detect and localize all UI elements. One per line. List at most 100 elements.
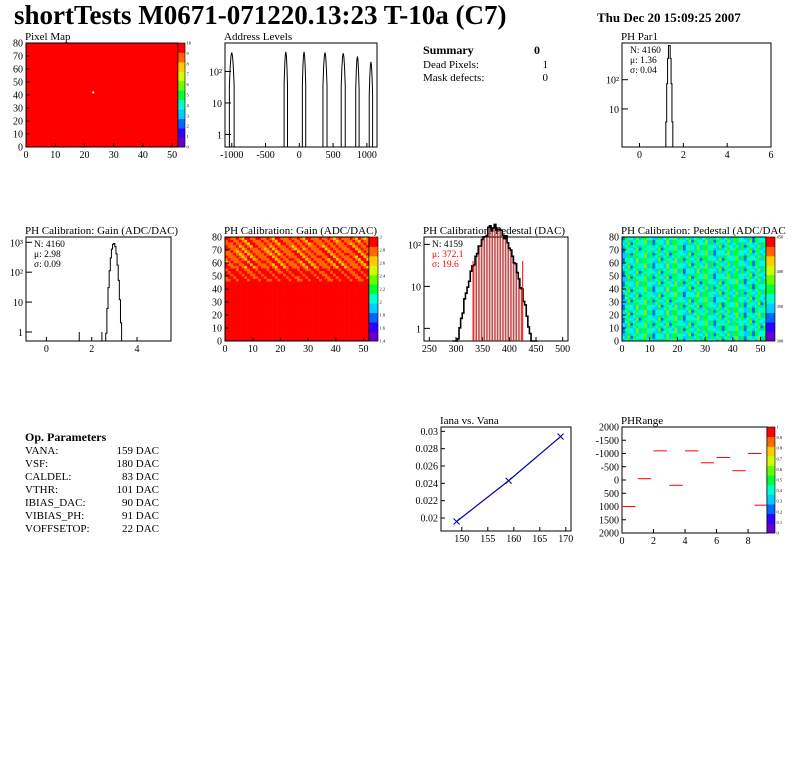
heatmap-cell [707, 333, 711, 337]
heatmap-cell [310, 255, 314, 259]
heatmap-cell [297, 302, 301, 305]
heatmap-cell [622, 330, 626, 334]
heatmap-cell [724, 304, 728, 308]
heatmap-cell [627, 237, 631, 240]
heatmap-cell [622, 239, 626, 243]
heatmap-cell [277, 263, 281, 266]
heatmap-cell [297, 294, 301, 298]
heatmap-cell [288, 299, 292, 303]
heatmap-cell [666, 263, 670, 266]
heatmap-cell [635, 312, 639, 316]
heatmap-cell [666, 330, 670, 334]
heatmap-cell [294, 315, 298, 318]
heatmap-cell [285, 333, 289, 337]
heatmap-cell [288, 294, 292, 298]
heatmap-cell [641, 294, 645, 298]
heatmap-cell [261, 325, 265, 329]
heatmap-cell [288, 333, 292, 337]
heatmap-cell [261, 338, 265, 342]
heatmap-cell [752, 281, 756, 285]
heatmap-cell [324, 304, 328, 308]
y-tick-label: 1500 [599, 515, 619, 526]
heatmap-cell [225, 270, 229, 274]
colorbar-cell [178, 71, 185, 82]
heatmap-cell [249, 309, 253, 313]
heatmap-cell [633, 315, 637, 318]
heatmap-cell [699, 307, 703, 311]
heatmap-cell [230, 257, 234, 261]
heatmap-cell [355, 302, 359, 305]
heatmap-cell [763, 315, 767, 318]
y-tick-label: 10² [606, 76, 619, 87]
heatmap-cell [324, 289, 328, 292]
heatmap-cell [663, 312, 667, 316]
heatmap-cell [316, 325, 320, 329]
heatmap-cell [333, 320, 337, 324]
heatmap-cell [630, 273, 634, 277]
heatmap-cell [288, 283, 292, 287]
heatmap-cell [627, 328, 631, 331]
heatmap-cell [757, 309, 761, 313]
heatmap-cell [682, 263, 686, 266]
heatmap-cell [738, 335, 742, 339]
heatmap-cell [227, 250, 231, 253]
heatmap-cell [330, 335, 334, 339]
heatmap-cell [699, 260, 703, 264]
heatmap-cell [666, 255, 670, 259]
heatmap-cell [227, 291, 231, 295]
heatmap-cell [754, 263, 758, 266]
heatmap-cell [738, 309, 742, 313]
heatmap-cell [335, 309, 339, 313]
heatmap-cell [230, 247, 234, 251]
heatmap-cell [291, 302, 295, 305]
heatmap-cell [732, 307, 736, 311]
heatmap-cell [233, 307, 237, 311]
heatmap-cell [724, 320, 728, 324]
heatmap-cell [677, 325, 681, 329]
heatmap-cell [730, 333, 734, 337]
heatmap-cell [263, 247, 267, 251]
heatmap-cell [682, 260, 686, 264]
heatmap-cell [702, 307, 706, 311]
heatmap-cell [633, 252, 637, 256]
heatmap-cell [360, 309, 364, 313]
heatmap-cell [357, 257, 361, 261]
heatmap-cell [308, 291, 312, 295]
heatmap-cell [247, 268, 251, 272]
heatmap-cell [285, 325, 289, 329]
heatmap-cell [319, 244, 323, 248]
heatmap-cell [641, 237, 645, 240]
heatmap-cell [757, 317, 761, 321]
heatmap-cell [716, 304, 720, 308]
heatmap-cell [291, 322, 295, 326]
heatmap-cell [663, 239, 667, 243]
heatmap-cell [691, 328, 695, 331]
heatmap-cell [274, 263, 278, 266]
heatmap-cell [280, 294, 284, 298]
heatmap-cell [335, 315, 339, 318]
heatmap-cell [308, 257, 312, 261]
heatmap-cell [649, 302, 653, 305]
heatmap-cell [357, 299, 361, 303]
heatmap-cell [302, 302, 306, 305]
heatmap-cell [727, 268, 731, 272]
heatmap-cell [757, 335, 761, 339]
heatmap-cell [716, 335, 720, 339]
heatmap-cell [630, 260, 634, 264]
heatmap-cell [352, 299, 356, 303]
heatmap-cell [272, 333, 276, 337]
heatmap-cell [283, 322, 287, 326]
heatmap-cell [352, 242, 356, 246]
x-tick-label: 300 [449, 344, 464, 355]
page-title: shortTests M0671-071220.13:23 T-10a (C7) [14, 0, 507, 30]
heatmap-cell [244, 335, 248, 339]
heatmap-cell [263, 268, 267, 272]
heatmap-cell [738, 273, 742, 277]
heatmap-cell [682, 278, 686, 282]
heatmap-cell [727, 252, 731, 256]
heatmap-cell [630, 299, 634, 303]
heatmap-cell [749, 299, 753, 303]
heatmap-cell [760, 335, 764, 339]
heatmap-cell [247, 299, 251, 303]
